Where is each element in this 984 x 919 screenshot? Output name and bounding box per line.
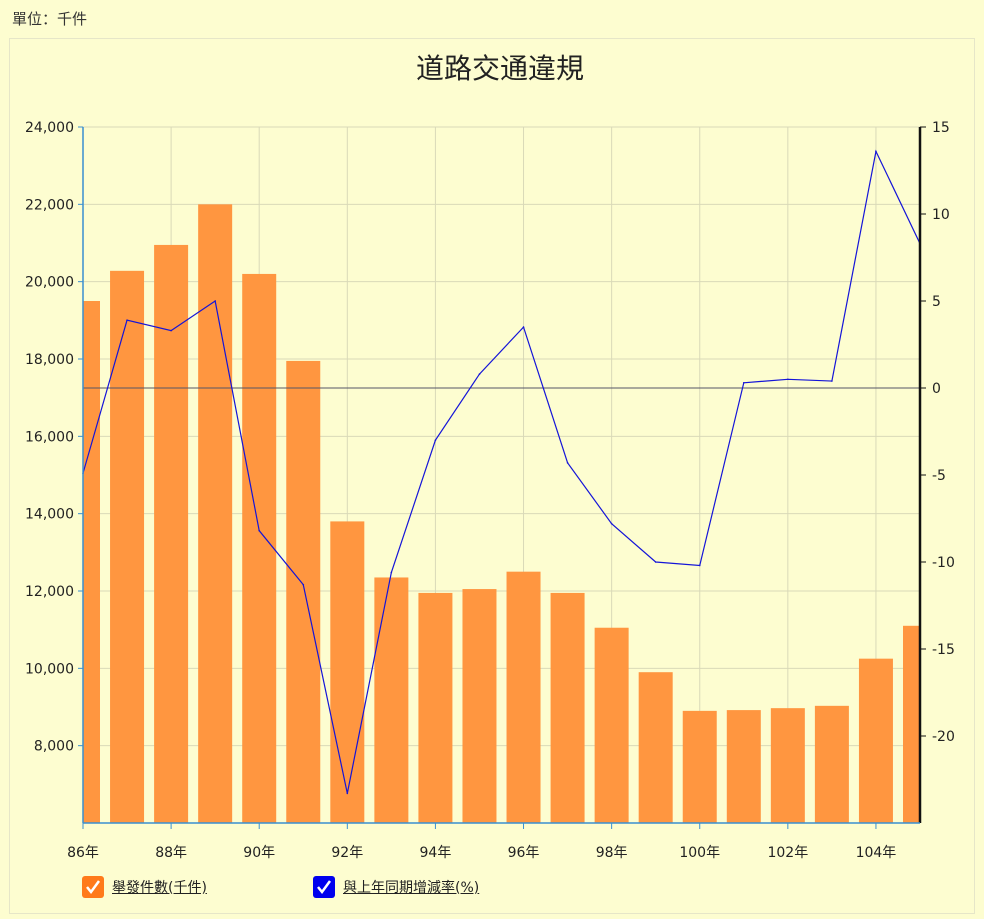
line-point (610, 522, 613, 525)
bar (770, 708, 805, 823)
line-point (346, 792, 349, 795)
legend-item-rate[interactable]: 與上年同期增減率(%) (313, 876, 479, 898)
line-point (258, 529, 261, 532)
y-right-tick-label: -10 (932, 555, 955, 571)
x-tick-label: 90年 (243, 845, 275, 861)
line-point (654, 561, 657, 563)
legend-label-count: 舉發件數(千件) (112, 880, 207, 896)
x-tick-label: 94年 (420, 845, 452, 861)
bar (638, 672, 673, 823)
legend-checkbox-rate[interactable] (313, 876, 335, 898)
x-tick-label: 98年 (596, 845, 628, 861)
bar (462, 589, 497, 823)
y-right-tick-label: 10 (932, 207, 950, 223)
line-point (214, 300, 216, 302)
bar-series (83, 204, 920, 823)
line-point (698, 564, 701, 567)
line-point (831, 380, 833, 382)
check-icon (317, 880, 332, 895)
bar (83, 301, 100, 823)
bar (418, 592, 453, 823)
line-point (742, 381, 745, 384)
y-right-tick-label: 0 (932, 381, 941, 397)
bar (506, 571, 541, 823)
y-left-tick-label: 22,000 (25, 197, 74, 213)
line-point (434, 439, 437, 442)
unit-label: 單位：千件 (12, 10, 88, 28)
x-tick-label: 86年 (67, 845, 99, 861)
legend-label-rate: 與上年同期增減率(%) (343, 880, 480, 896)
bar (726, 710, 761, 823)
bar (682, 710, 717, 823)
bar (374, 577, 409, 823)
x-tick-label: 100年 (679, 845, 720, 861)
bar (242, 273, 277, 823)
y-left-tick-label: 16,000 (25, 429, 74, 445)
y-right-tick-label: -15 (932, 642, 955, 658)
y-left-tick-label: 12,000 (25, 584, 74, 600)
check-icon (86, 880, 101, 895)
y-right-tick-label: -20 (932, 729, 955, 745)
bar (858, 658, 893, 823)
y-right-tick-label: 5 (932, 294, 941, 310)
line-point (126, 319, 128, 321)
bar (550, 592, 585, 823)
line-series (82, 149, 921, 795)
line-point (522, 326, 525, 328)
line-point (478, 373, 481, 375)
combo-chart: 道路交通違規 8,000 10,000 12,000 14,000 16,000 18,0… (25, 52, 955, 861)
line-point (302, 583, 305, 586)
x-tick-label: 104年 (856, 845, 897, 861)
bar (903, 625, 920, 823)
y-right-tick-label: 15 (932, 120, 950, 136)
y-left-tick-label: 24,000 (25, 120, 74, 136)
y-left-tick-label: 20,000 (25, 275, 74, 291)
y-left-tick-label: 14,000 (25, 507, 74, 523)
line-point (170, 329, 172, 332)
legend-item-count[interactable]: 舉發件數(千件) (82, 876, 207, 898)
bar (814, 705, 849, 823)
axes: 8,000 10,000 12,000 14,000 16,000 18,000 20,00… (25, 120, 955, 861)
y-left-tick-label: 18,000 (25, 352, 74, 368)
x-tick-label: 96年 (508, 845, 540, 861)
legend-checkbox-count[interactable] (82, 876, 104, 898)
chart-title: 道路交通違規 (416, 52, 584, 85)
bar (198, 204, 233, 823)
x-tick-label: 92年 (331, 845, 363, 861)
bar (594, 627, 629, 823)
line-point (875, 150, 877, 153)
line-point (566, 462, 569, 464)
x-tick-label: 88年 (155, 845, 187, 861)
y-right-tick-label: -5 (932, 468, 946, 484)
y-left-tick-label: 8,000 (34, 739, 74, 755)
bar (154, 244, 189, 823)
y-left-tick-label: 10,000 (25, 661, 74, 677)
line-path (82, 149, 921, 794)
chart-container (9, 38, 975, 914)
line-point (787, 378, 789, 381)
x-tick-label: 102年 (767, 845, 808, 861)
bar (286, 360, 321, 823)
line-point (390, 571, 393, 574)
bar (110, 270, 145, 823)
bar (330, 521, 365, 823)
